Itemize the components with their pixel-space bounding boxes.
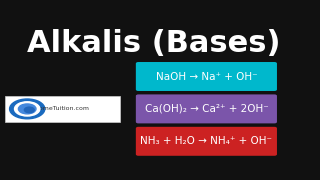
Circle shape bbox=[24, 107, 34, 113]
Text: MyHomeTuition.com: MyHomeTuition.com bbox=[26, 106, 90, 111]
FancyBboxPatch shape bbox=[5, 96, 120, 122]
Text: NaOH → Na⁺ + OH⁻: NaOH → Na⁺ + OH⁻ bbox=[156, 71, 257, 82]
Text: Alkalis (Bases): Alkalis (Bases) bbox=[27, 29, 280, 58]
Text: NH₃ + H₂O → NH₄⁺ + OH⁻: NH₃ + H₂O → NH₄⁺ + OH⁻ bbox=[140, 136, 272, 146]
FancyBboxPatch shape bbox=[136, 127, 277, 156]
Circle shape bbox=[14, 102, 40, 116]
FancyBboxPatch shape bbox=[136, 62, 277, 91]
Circle shape bbox=[19, 104, 36, 114]
FancyBboxPatch shape bbox=[136, 94, 277, 123]
Text: Ca(OH)₂ → Ca²⁺ + 2OH⁻: Ca(OH)₂ → Ca²⁺ + 2OH⁻ bbox=[145, 104, 268, 114]
Circle shape bbox=[10, 99, 45, 119]
